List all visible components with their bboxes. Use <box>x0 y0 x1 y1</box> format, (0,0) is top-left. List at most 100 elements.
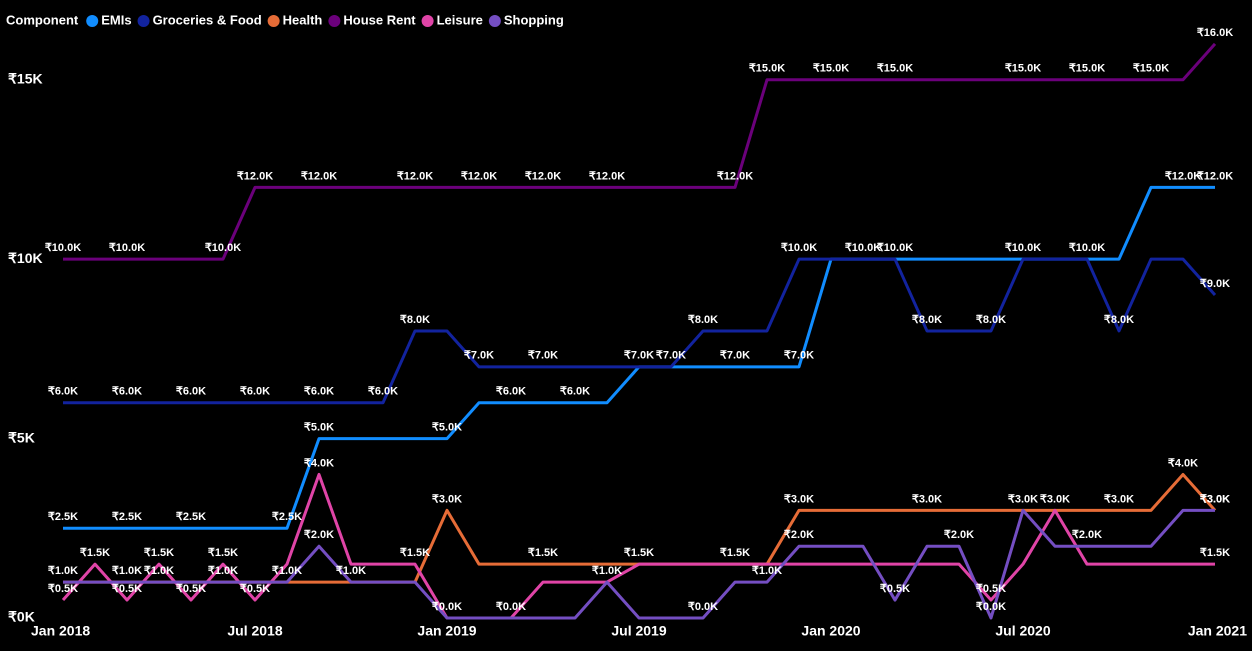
data-label: ₹1.5K <box>720 547 750 559</box>
data-label: ₹8.0K <box>1104 314 1134 326</box>
data-label: ₹12.0K <box>237 170 273 182</box>
data-label: ₹16.0K <box>1197 27 1233 39</box>
data-label: ₹10.0K <box>877 242 913 254</box>
legend-swatch <box>328 15 341 27</box>
data-label: ₹10.0K <box>205 242 241 254</box>
data-label: ₹15.0K <box>877 63 913 75</box>
data-label: ₹0.0K <box>432 601 462 613</box>
data-label: ₹3.0K <box>784 493 814 505</box>
data-label: ₹12.0K <box>1165 170 1201 182</box>
data-label: ₹3.0K <box>1200 493 1230 505</box>
data-label: ₹1.5K <box>624 547 654 559</box>
data-label: ₹7.0K <box>720 350 750 362</box>
legend: Component EMIs Groceries & Food Health Hous… <box>6 12 564 27</box>
data-label: ₹1.0K <box>752 565 782 577</box>
data-label: ₹1.0K <box>336 565 366 577</box>
data-label: ₹15.0K <box>1069 63 1105 75</box>
legend-label: EMIs <box>101 12 131 27</box>
y-tick-label: ₹5K <box>8 429 35 445</box>
data-label: ₹1.5K <box>208 547 238 559</box>
data-label: ₹3.0K <box>1040 493 1070 505</box>
data-label: ₹12.0K <box>589 170 625 182</box>
data-label: ₹2.0K <box>1072 529 1102 541</box>
x-tick-label: Jul 2020 <box>995 623 1050 639</box>
data-label: ₹3.0K <box>912 493 942 505</box>
legend-swatch <box>86 15 99 27</box>
data-label: ₹10.0K <box>1005 242 1041 254</box>
legend-label: Groceries & Food <box>153 12 262 27</box>
data-label: ₹6.0K <box>368 386 398 398</box>
data-label: ₹1.5K <box>1200 547 1230 559</box>
data-label: ₹0.0K <box>976 601 1006 613</box>
data-label: ₹0.0K <box>496 601 526 613</box>
data-label: ₹0.5K <box>176 583 206 595</box>
legend-label: Shopping <box>504 12 564 27</box>
data-label: ₹3.0K <box>1104 493 1134 505</box>
x-tick-label: Jan 2018 <box>31 623 90 639</box>
legend-title: Component <box>6 12 79 27</box>
legend-swatch <box>488 15 501 27</box>
data-label: ₹7.0K <box>656 350 686 362</box>
data-label: ₹0.5K <box>112 583 142 595</box>
data-label: ₹12.0K <box>397 170 433 182</box>
data-label: ₹2.5K <box>48 511 78 523</box>
data-label: ₹6.0K <box>304 386 334 398</box>
data-label: ₹6.0K <box>560 386 590 398</box>
data-label: ₹15.0K <box>813 63 849 75</box>
data-label: ₹1.0K <box>48 565 78 577</box>
data-label: ₹10.0K <box>781 242 817 254</box>
data-label: ₹1.0K <box>592 565 622 577</box>
data-label: ₹2.0K <box>784 529 814 541</box>
x-tick-label: Jan 2021 <box>1188 623 1247 639</box>
data-label: ₹15.0K <box>1133 63 1169 75</box>
series-line <box>63 42 1217 261</box>
data-label: ₹10.0K <box>109 242 145 254</box>
data-label: ₹4.0K <box>1168 457 1198 469</box>
data-label: ₹1.0K <box>112 565 142 577</box>
data-label: ₹1.0K <box>144 565 174 577</box>
data-label: ₹8.0K <box>912 314 942 326</box>
y-tick-label: ₹0K <box>8 609 35 625</box>
data-label: ₹1.5K <box>80 547 110 559</box>
data-label: ₹15.0K <box>749 63 785 75</box>
data-label: ₹6.0K <box>496 386 526 398</box>
data-label: ₹0.5K <box>976 583 1006 595</box>
data-label: ₹0.5K <box>48 583 78 595</box>
y-tick-label: ₹10K <box>8 250 43 266</box>
data-label: ₹8.0K <box>400 314 430 326</box>
x-tick-label: Jan 2020 <box>801 623 860 639</box>
data-label: ₹10.0K <box>1069 242 1105 254</box>
data-label: ₹1.5K <box>528 547 558 559</box>
data-label: ₹6.0K <box>48 386 78 398</box>
data-label: ₹12.0K <box>1197 170 1233 182</box>
data-label: ₹3.0K <box>1200 493 1230 505</box>
legend-swatch <box>421 15 434 27</box>
data-label: ₹2.5K <box>176 511 206 523</box>
data-label: ₹10.0K <box>845 242 881 254</box>
x-tick-label: Jul 2019 <box>611 623 666 639</box>
data-label: ₹3.0K <box>432 493 462 505</box>
data-label: ₹15.0K <box>1005 63 1041 75</box>
x-tick-label: Jul 2018 <box>227 623 282 639</box>
data-label: ₹2.5K <box>272 511 302 523</box>
data-label: ₹6.0K <box>240 386 270 398</box>
data-label: ₹1.0K <box>272 565 302 577</box>
data-label: ₹0.0K <box>688 601 718 613</box>
legend-label: Health <box>283 12 323 27</box>
data-label: ₹10.0K <box>45 242 81 254</box>
data-label: ₹8.0K <box>688 314 718 326</box>
data-label: ₹9.0K <box>1200 278 1230 290</box>
series-line <box>63 257 1217 405</box>
data-label: ₹1.0K <box>208 565 238 577</box>
series-line <box>61 472 1215 620</box>
data-label: ₹7.0K <box>624 350 654 362</box>
legend-label: House Rent <box>343 12 416 27</box>
data-label: ₹0.5K <box>880 583 910 595</box>
data-label: ₹3.0K <box>1008 493 1038 505</box>
data-label: ₹7.0K <box>784 350 814 362</box>
data-label: ₹1.5K <box>400 547 430 559</box>
legend-label: Leisure <box>437 12 483 27</box>
data-label: ₹4.0K <box>304 457 334 469</box>
